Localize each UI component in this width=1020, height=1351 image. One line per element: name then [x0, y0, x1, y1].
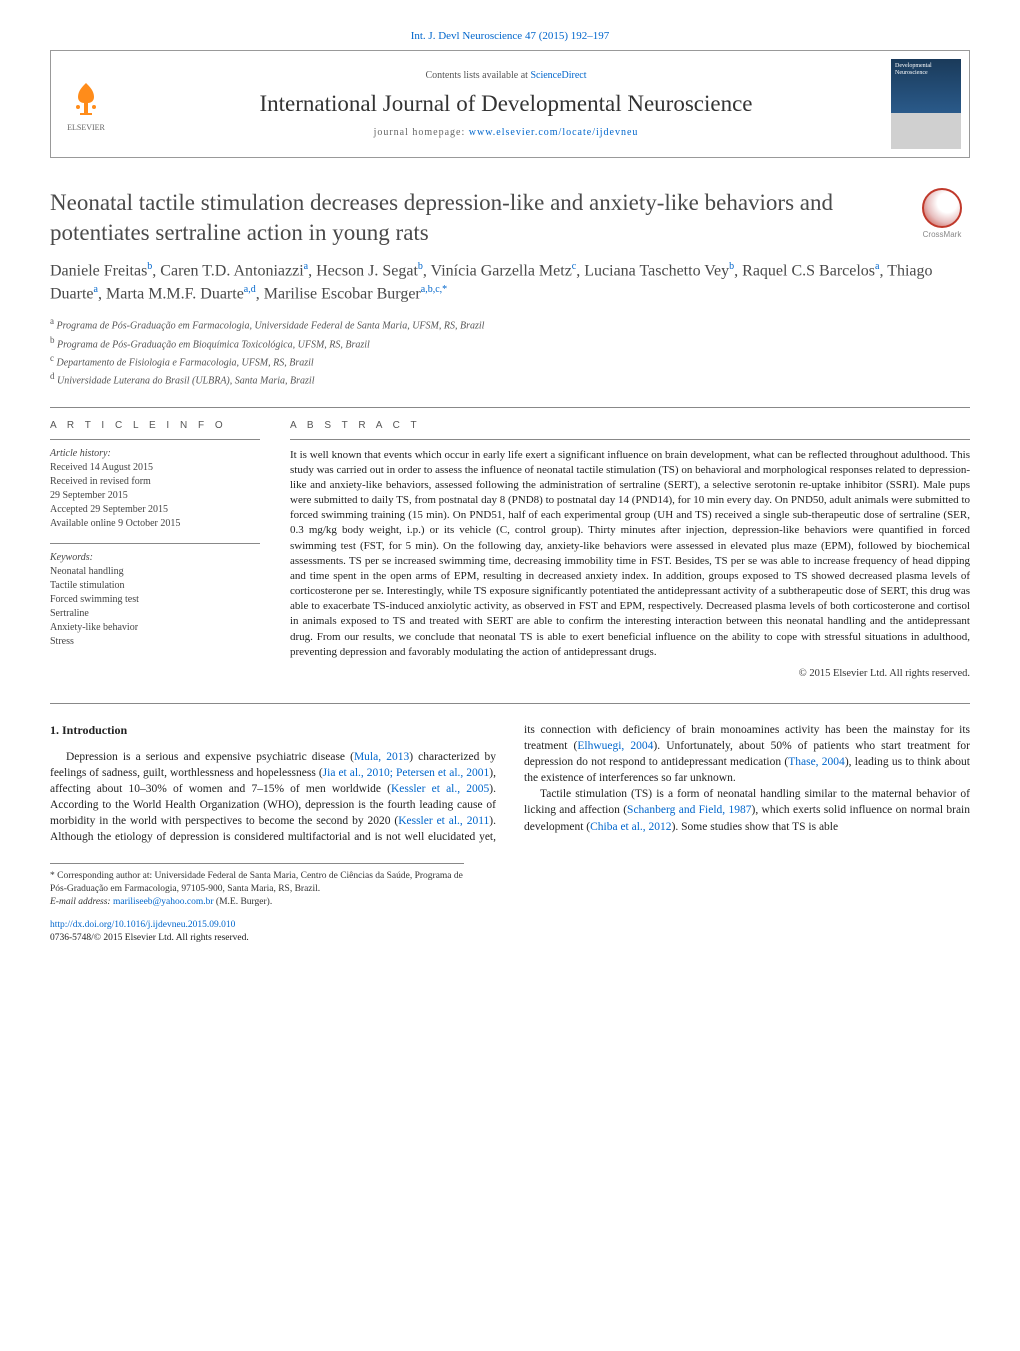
issn-line: 0736-5748/© 2015 Elsevier Ltd. All right… — [50, 933, 249, 943]
homepage-line: journal homepage: www.elsevier.com/locat… — [121, 127, 891, 138]
citation-link[interactable]: Mula, 2013 — [354, 751, 409, 763]
keyword: Forced swimming test — [50, 593, 260, 607]
doi-block: http://dx.doi.org/10.1016/j.ijdevneu.201… — [50, 919, 970, 945]
running-head: Int. J. Devl Neuroscience 47 (2015) 192–… — [50, 30, 970, 42]
citation-link[interactable]: Elhwuegi, 2004 — [577, 740, 653, 752]
body-text: 1. Introduction Depression is a serious … — [50, 722, 970, 845]
history-item: 29 September 2015 — [50, 489, 260, 503]
crossmark-badge[interactable]: CrossMark — [914, 188, 970, 239]
citation-link[interactable]: Jia et al., 2010; Petersen et al., 2001 — [323, 767, 490, 779]
keyword: Neonatal handling — [50, 565, 260, 579]
doi-link[interactable]: http://dx.doi.org/10.1016/j.ijdevneu.201… — [50, 920, 235, 930]
publisher-logo: ELSEVIER — [51, 73, 121, 136]
journal-homepage-link[interactable]: www.elsevier.com/locate/ijdevneu — [469, 127, 639, 138]
keyword: Anxiety-like behavior — [50, 621, 260, 635]
email-link[interactable]: mariliseeb@yahoo.com.br — [113, 897, 214, 907]
affiliations: a Programa de Pós-Graduação em Farmacolo… — [50, 315, 970, 388]
crossmark-label: CrossMark — [914, 230, 970, 239]
citation-link[interactable]: Chiba et al., 2012 — [590, 821, 671, 833]
abstract-text: It is well known that events which occur… — [290, 448, 970, 660]
journal-cover-thumb: Developmental Neuroscience — [891, 59, 961, 149]
affiliation: d Universidade Luterana do Brasil (ULBRA… — [50, 370, 970, 388]
crossmark-icon — [922, 188, 962, 228]
journal-header: ELSEVIER Contents lists available at Sci… — [50, 50, 970, 158]
history-item: Received in revised form — [50, 475, 260, 489]
divider — [50, 703, 970, 704]
paragraph: Tactile stimulation (TS) is a form of ne… — [524, 786, 970, 834]
email-line: E-mail address: mariliseeb@yahoo.com.br … — [50, 896, 464, 909]
contents-line: Contents lists available at ScienceDirec… — [121, 70, 891, 81]
citation-link[interactable]: Schanberg and Field, 1987 — [627, 804, 751, 816]
running-head-link[interactable]: Int. J. Devl Neuroscience 47 (2015) 192–… — [411, 30, 610, 42]
affiliation: a Programa de Pós-Graduação em Farmacolo… — [50, 315, 970, 333]
elsevier-tree-icon — [64, 77, 108, 121]
citation-link[interactable]: Kessler et al., 2005 — [391, 783, 489, 795]
journal-title: International Journal of Developmental N… — [121, 91, 891, 117]
footnotes: * Corresponding author at: Universidade … — [50, 863, 464, 908]
corresponding-author: * Corresponding author at: Universidade … — [50, 870, 464, 896]
article-info-heading: A R T I C L E I N F O — [50, 420, 260, 431]
history-list: Received 14 August 2015Received in revis… — [50, 461, 260, 531]
divider — [50, 439, 260, 440]
publisher-name: ELSEVIER — [55, 123, 117, 132]
history-item: Received 14 August 2015 — [50, 461, 260, 475]
article-title: Neonatal tactile stimulation decreases d… — [50, 188, 894, 248]
history-item: Available online 9 October 2015 — [50, 517, 260, 531]
affiliation: c Departamento de Fisiologia e Farmacolo… — [50, 352, 970, 370]
divider — [50, 407, 970, 408]
keywords-heading: Keywords: — [50, 552, 260, 563]
citation-link[interactable]: Kessler et al., 2011 — [398, 815, 489, 827]
divider — [290, 439, 970, 440]
history-heading: Article history: — [50, 448, 260, 459]
section-heading: 1. Introduction — [50, 722, 496, 739]
abstract-column: A B S T R A C T It is well known that ev… — [290, 420, 970, 679]
affiliation: b Programa de Pós-Graduação em Bioquímic… — [50, 334, 970, 352]
keywords-list: Neonatal handlingTactile stimulationForc… — [50, 565, 260, 649]
keyword: Sertraline — [50, 607, 260, 621]
authors: Daniele Freitasb, Caren T.D. Antoniazzia… — [50, 260, 970, 305]
sciencedirect-link[interactable]: ScienceDirect — [530, 70, 586, 81]
abstract-heading: A B S T R A C T — [290, 420, 970, 431]
history-item: Accepted 29 September 2015 — [50, 503, 260, 517]
copyright: © 2015 Elsevier Ltd. All rights reserved… — [290, 668, 970, 679]
citation-link[interactable]: Thase, 2004 — [788, 756, 845, 768]
divider — [50, 543, 260, 544]
keyword: Stress — [50, 635, 260, 649]
keyword: Tactile stimulation — [50, 579, 260, 593]
article-info-column: A R T I C L E I N F O Article history: R… — [50, 420, 260, 679]
